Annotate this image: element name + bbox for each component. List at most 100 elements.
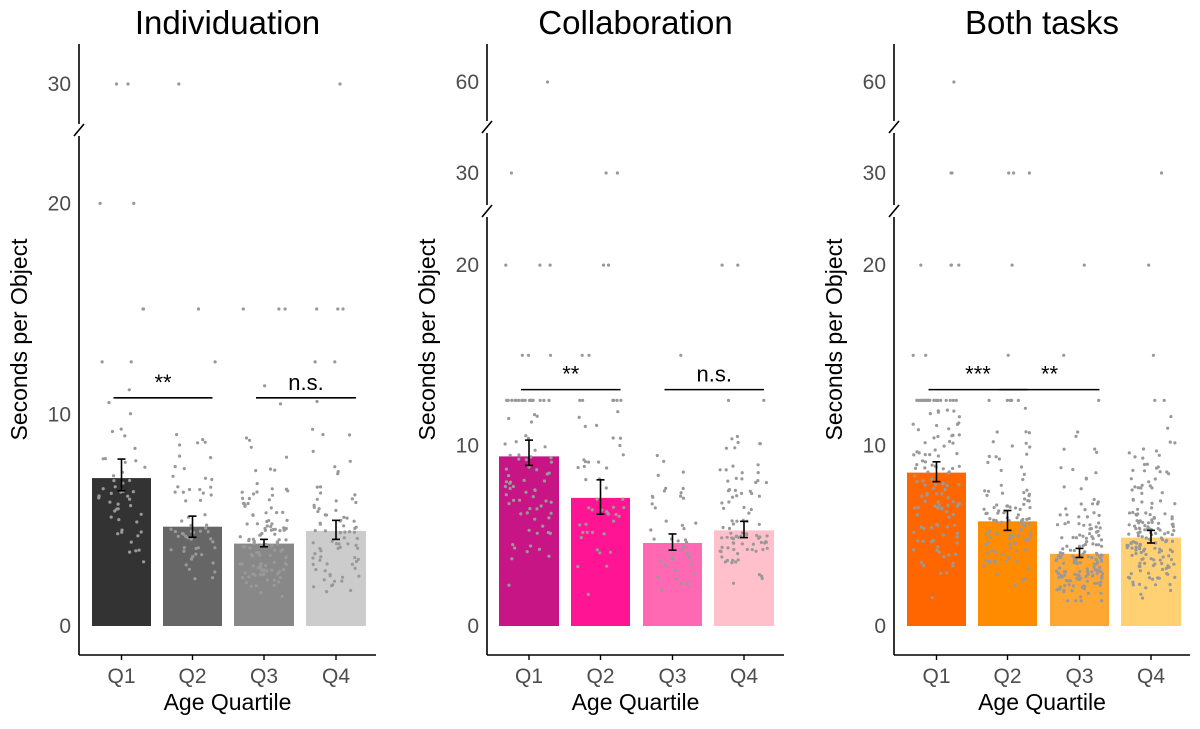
data-point — [517, 457, 521, 461]
data-point — [679, 491, 683, 495]
data-point — [245, 522, 249, 526]
data-point — [1085, 579, 1089, 583]
data-point — [542, 398, 546, 402]
data-point — [615, 398, 619, 402]
data-point — [249, 445, 253, 449]
outlier-point — [141, 307, 145, 311]
data-point — [916, 398, 921, 402]
data-point — [350, 497, 354, 501]
data-point — [578, 398, 582, 402]
data-point — [656, 473, 660, 477]
data-point — [139, 530, 143, 534]
outlier-point — [1007, 171, 1011, 175]
data-point — [273, 468, 277, 472]
data-point — [535, 531, 539, 535]
data-point — [730, 437, 734, 441]
data-point — [182, 546, 186, 550]
data-point — [987, 454, 991, 458]
data-point — [187, 487, 192, 492]
data-point — [1139, 486, 1143, 490]
data-point — [935, 492, 939, 496]
data-point — [264, 563, 268, 568]
data-point — [255, 522, 259, 526]
data-point — [1160, 567, 1165, 572]
data-point — [1139, 550, 1143, 555]
data-point — [598, 551, 602, 555]
data-point — [945, 571, 949, 575]
data-point — [1022, 502, 1026, 506]
data-point — [129, 540, 133, 544]
data-point — [1082, 523, 1086, 527]
outlier-point — [545, 80, 550, 84]
data-point — [1086, 570, 1090, 574]
data-point — [252, 492, 256, 496]
data-point — [936, 545, 940, 549]
data-point — [930, 463, 934, 467]
data-point — [941, 467, 945, 471]
data-point — [936, 454, 941, 458]
data-point — [314, 568, 318, 572]
data-point — [936, 409, 940, 413]
y-tick-label: 30 — [863, 162, 886, 185]
data-point — [583, 424, 587, 428]
outlier-point — [950, 171, 954, 175]
data-point — [247, 575, 251, 579]
data-point — [533, 448, 537, 452]
data-point — [319, 491, 323, 495]
data-point — [352, 530, 357, 534]
data-point — [270, 568, 274, 572]
panel-collaboration: Collaboration Seconds per Object Age Quart… — [414, 4, 784, 715]
data-point — [265, 524, 269, 528]
outlier-point — [538, 263, 542, 267]
data-point — [1160, 561, 1164, 566]
data-point — [923, 453, 927, 457]
data-point — [1070, 589, 1074, 593]
data-point — [270, 522, 274, 526]
data-point — [330, 584, 334, 588]
data-point — [1019, 528, 1023, 532]
data-point — [116, 507, 120, 511]
data-point — [209, 493, 213, 497]
data-point — [1099, 569, 1103, 574]
data-point — [731, 522, 736, 526]
data-point — [508, 481, 512, 485]
data-point — [915, 513, 920, 517]
x-tick-label: Q2 — [178, 665, 206, 688]
data-point — [1097, 521, 1101, 525]
data-point — [100, 360, 104, 364]
data-point — [1168, 440, 1172, 444]
outlier-point — [1147, 263, 1151, 267]
data-point — [1023, 497, 1027, 501]
outlier-point — [338, 82, 342, 86]
data-point — [1090, 535, 1094, 539]
data-point — [201, 438, 205, 442]
data-point — [1147, 571, 1151, 575]
data-point — [611, 505, 616, 509]
data-point — [945, 483, 949, 488]
data-point — [251, 564, 255, 568]
data-point — [951, 512, 956, 517]
data-point — [720, 545, 724, 550]
data-point — [576, 465, 580, 470]
data-point — [745, 532, 749, 537]
data-point — [995, 430, 999, 434]
data-point — [1024, 548, 1028, 552]
data-point — [129, 360, 133, 364]
data-point — [955, 535, 959, 539]
data-point — [342, 524, 346, 528]
data-point — [511, 484, 515, 489]
data-point — [1153, 546, 1157, 550]
data-point — [264, 511, 268, 515]
data-point — [1154, 531, 1158, 536]
data-point — [1065, 544, 1069, 548]
data-point — [652, 537, 656, 541]
data-point — [915, 450, 919, 454]
data-point — [912, 548, 916, 552]
data-point — [985, 493, 989, 497]
outlier-point — [315, 307, 319, 311]
data-point — [680, 581, 684, 585]
data-point — [1130, 553, 1134, 558]
data-point — [277, 538, 281, 542]
data-point — [1024, 538, 1028, 542]
data-point — [650, 494, 655, 498]
